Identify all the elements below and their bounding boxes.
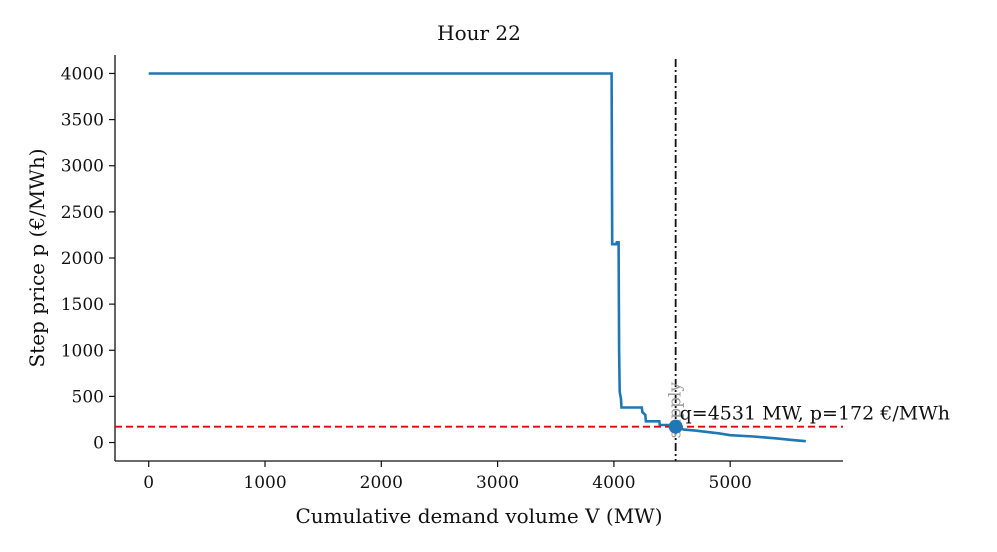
series-group bbox=[148, 72, 806, 443]
demand-curve-line bbox=[148, 72, 806, 443]
x-tick-label: 0 bbox=[143, 473, 154, 493]
y-tick-label: 3500 bbox=[61, 111, 104, 131]
x-tick-label: 3000 bbox=[476, 473, 519, 493]
y-tick-label: 0 bbox=[93, 434, 104, 454]
x-tick-label: 1000 bbox=[243, 473, 286, 493]
y-tick-label: 1000 bbox=[61, 341, 104, 361]
y-tick-label: 3000 bbox=[61, 157, 104, 177]
x-axis-ticks: 0 1000 2000 3000 4000 5000 bbox=[143, 461, 752, 493]
x-axis-label: Cumulative demand volume V (MW) bbox=[295, 504, 662, 528]
y-tick-label: 2000 bbox=[61, 249, 104, 269]
reference-lines: supply bbox=[115, 59, 843, 461]
y-tick-label: 1500 bbox=[61, 295, 104, 315]
y-tick-label: 2500 bbox=[61, 203, 104, 223]
equilibrium-point bbox=[668, 419, 683, 434]
y-tick-label: 500 bbox=[72, 387, 104, 407]
y-tick-label: 4000 bbox=[61, 64, 104, 84]
chart-title: Hour 22 bbox=[437, 21, 521, 45]
equilibrium-annotation: q=4531 MW, p=172 €/MWh bbox=[680, 403, 950, 425]
x-tick-label: 2000 bbox=[360, 473, 403, 493]
x-tick-label: 4000 bbox=[592, 473, 635, 493]
y-axis-label: Step price p (€/MWh) bbox=[25, 148, 49, 367]
x-tick-label: 5000 bbox=[709, 473, 752, 493]
plot-axes bbox=[114, 55, 843, 462]
y-axis-ticks: 0 500 1000 1500 2000 2500 3000 3500 4000 bbox=[61, 64, 115, 454]
